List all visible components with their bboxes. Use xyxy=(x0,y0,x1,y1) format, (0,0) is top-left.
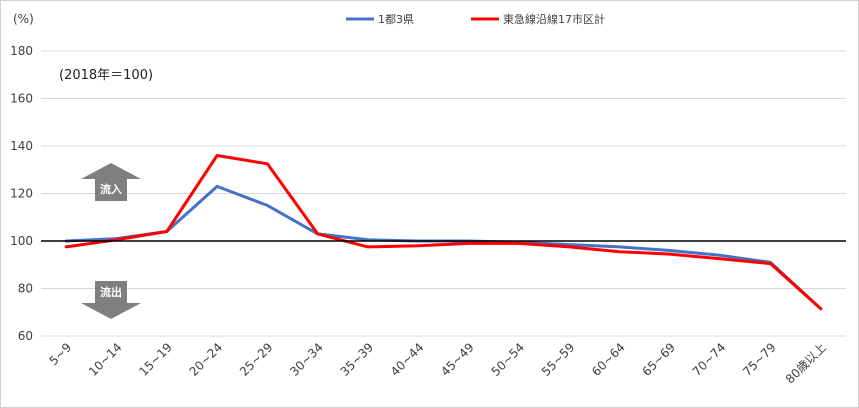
series-layer xyxy=(64,154,823,311)
y-tick-label: 60 xyxy=(18,329,33,343)
x-tick-label: 35~39 xyxy=(338,340,377,379)
x-tick-label: 40~44 xyxy=(388,340,427,379)
x-tick-label: 20~24 xyxy=(187,340,226,379)
x-tick-label: 10~14 xyxy=(86,340,125,379)
x-tick-label: 15~19 xyxy=(136,340,175,379)
series-line-1 xyxy=(64,154,823,311)
x-tick-label: 75~79 xyxy=(740,340,779,379)
outflow-arrow-icon xyxy=(81,281,141,319)
inflow-label: 流入 xyxy=(100,182,122,196)
x-tick-label: 5~9 xyxy=(46,340,74,368)
x-tick-label: 55~59 xyxy=(539,340,578,379)
x-tick-label: 80歳以上 xyxy=(783,340,829,386)
y-tick-label: 140 xyxy=(10,139,33,153)
x-tick-label: 25~29 xyxy=(237,340,276,379)
outflow-label: 流出 xyxy=(100,285,122,299)
y-tick-label: 180 xyxy=(10,44,33,58)
x-tick-label: 45~49 xyxy=(438,340,477,379)
y-tick-label: 80 xyxy=(18,282,33,296)
x-tick-label: 60~64 xyxy=(589,340,628,379)
y-tick-label: 160 xyxy=(10,92,33,106)
x-tick-label: 70~74 xyxy=(690,340,729,379)
x-tick-label: 50~54 xyxy=(488,340,527,379)
legend-layer: 1都3県 東急線沿線17市区計 xyxy=(346,12,605,26)
y-tick-label: 100 xyxy=(10,234,33,248)
base-year-note: (2018年＝100) xyxy=(59,68,153,83)
legend-label-1: 東急線沿線17市区計 xyxy=(503,12,605,26)
inflow-arrow-icon xyxy=(81,163,141,201)
x-tick-label: 30~34 xyxy=(287,340,326,379)
series-line-0 xyxy=(64,184,823,311)
y-tick-label: 120 xyxy=(10,187,33,201)
x-tick-label: 65~69 xyxy=(639,340,678,379)
y-axis-unit-label: (%) xyxy=(13,12,34,26)
axis-layer: 60 80 100 120 140 160 180 (%) (2018年＝100) 5~9 10~1… xyxy=(10,12,846,386)
grid-layer xyxy=(41,50,846,337)
legend-label-0: 1都3県 xyxy=(378,13,414,26)
